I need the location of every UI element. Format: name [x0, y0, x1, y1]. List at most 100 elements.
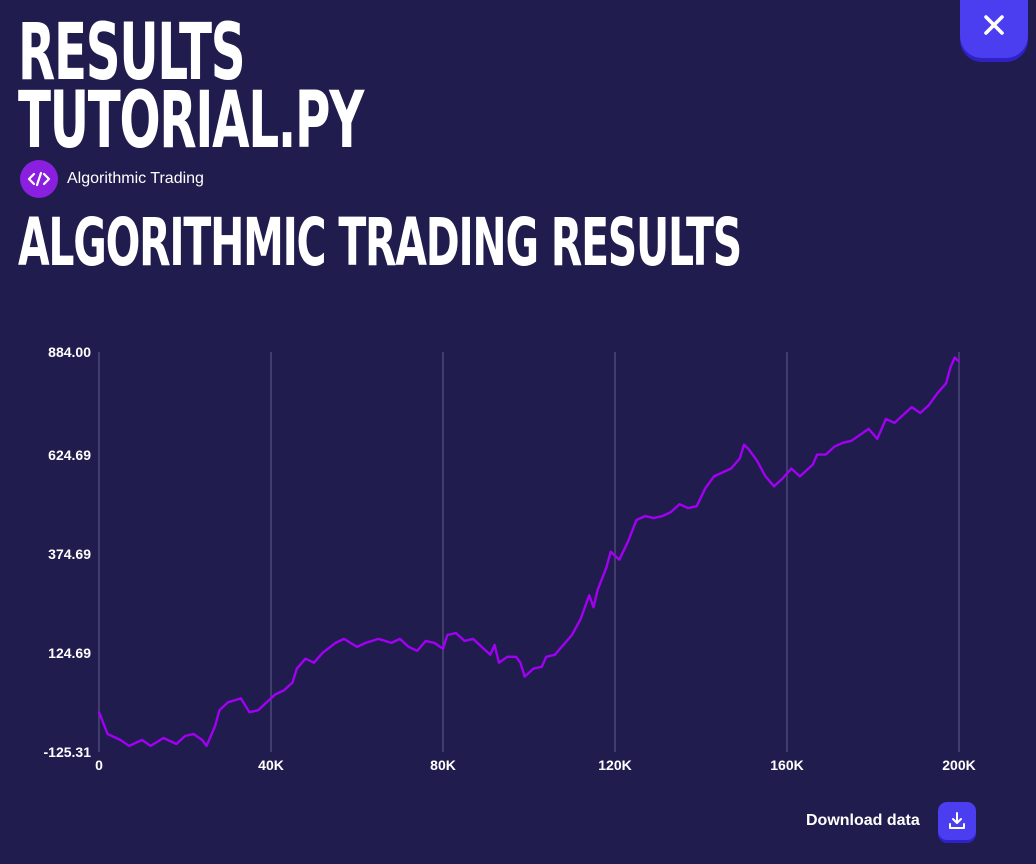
series-line [97, 356, 961, 748]
data-point [291, 681, 294, 684]
data-point [958, 360, 960, 363]
data-point [192, 733, 195, 735]
x-tick-label: 160K [770, 757, 803, 773]
y-tick-label: 884.00 [48, 344, 91, 360]
x-tick-label: 120K [598, 757, 631, 773]
data-point [304, 657, 307, 660]
data-point [661, 515, 664, 517]
download-icon[interactable] [937, 802, 976, 840]
data-point [936, 392, 939, 395]
data-point [321, 651, 324, 654]
data-point [98, 711, 100, 714]
data-point [515, 655, 517, 658]
download-data-button[interactable]: Download data [806, 802, 976, 840]
data-point [811, 463, 814, 466]
data-point [184, 735, 186, 737]
data-point [205, 745, 208, 747]
data-point [743, 443, 745, 446]
data-point [756, 459, 758, 462]
x-tick-label: 40K [258, 757, 284, 773]
data-point [627, 540, 629, 543]
data-point [532, 667, 535, 670]
data-point [201, 739, 204, 741]
data-point [248, 711, 251, 714]
data-point [902, 414, 904, 416]
data-point [523, 675, 526, 678]
close-button[interactable] [960, 0, 1028, 58]
data-point [377, 638, 380, 640]
data-point [519, 661, 522, 664]
data-point [240, 697, 242, 700]
data-point [506, 655, 509, 658]
page-title-line-2: TUTORIAL.PY [18, 76, 364, 166]
data-point [571, 634, 573, 636]
data-point [343, 638, 345, 640]
results-line-chart: 884.00 624.69 374.69 124.69 -125.31 0 40K 80K 1… [44, 344, 976, 773]
series-points [98, 356, 960, 747]
data-point [472, 638, 474, 640]
x-tick-label: 80K [430, 757, 456, 773]
data-point [635, 519, 638, 521]
category-tag: Algorithmic Trading [20, 160, 204, 198]
data-point [214, 725, 217, 728]
data-point [919, 412, 922, 414]
data-point [227, 701, 229, 704]
data-point [489, 653, 492, 656]
x-tick-label: 200K [942, 757, 975, 773]
data-point [747, 447, 750, 450]
data-point [592, 606, 595, 609]
x-tick-label: 0 [95, 757, 103, 773]
data-point [945, 382, 947, 385]
data-point [738, 457, 741, 460]
code-icon [20, 160, 58, 198]
data-point [295, 667, 298, 670]
data-point [545, 655, 548, 658]
data-point [781, 477, 784, 480]
data-point [893, 422, 896, 424]
data-point [842, 441, 844, 444]
data-point [579, 618, 582, 621]
data-point [446, 634, 449, 636]
data-point [596, 588, 599, 591]
data-point [730, 467, 732, 470]
page-title-line-1: RESULTS [18, 8, 246, 98]
x-axis-labels: 0 40K 80K 120K 160K 200K [95, 757, 976, 773]
data-point [498, 661, 500, 664]
data-point [824, 453, 827, 456]
data-point [106, 733, 109, 735]
data-point [283, 689, 285, 692]
data-point [364, 641, 367, 644]
data-point [175, 743, 178, 745]
data-point [424, 640, 427, 642]
data-point [493, 643, 496, 646]
data-point [652, 517, 655, 519]
data-point [850, 439, 853, 442]
data-point [833, 445, 836, 448]
section-title: ALGORITHMIC TRADING RESULTS [18, 204, 742, 281]
data-point [910, 406, 913, 408]
data-point [678, 503, 681, 506]
data-point [562, 643, 565, 646]
data-point [274, 693, 277, 696]
data-point [541, 665, 543, 668]
data-point [257, 709, 259, 712]
data-point [399, 638, 401, 640]
data-point [773, 485, 775, 488]
data-point [764, 475, 767, 478]
data-point [455, 632, 457, 634]
data-point [609, 550, 612, 553]
data-point [859, 433, 861, 436]
data-point [407, 645, 410, 648]
data-point [695, 505, 698, 508]
data-point [218, 709, 221, 712]
data-point [605, 566, 608, 569]
y-tick-label: 124.69 [48, 645, 91, 661]
data-point [588, 594, 591, 597]
y-tick-label: -125.31 [44, 744, 92, 760]
data-point [416, 649, 419, 652]
data-point [141, 739, 143, 741]
data-point [721, 471, 724, 474]
data-point [128, 745, 131, 747]
data-point [480, 645, 483, 648]
data-point [433, 641, 436, 644]
